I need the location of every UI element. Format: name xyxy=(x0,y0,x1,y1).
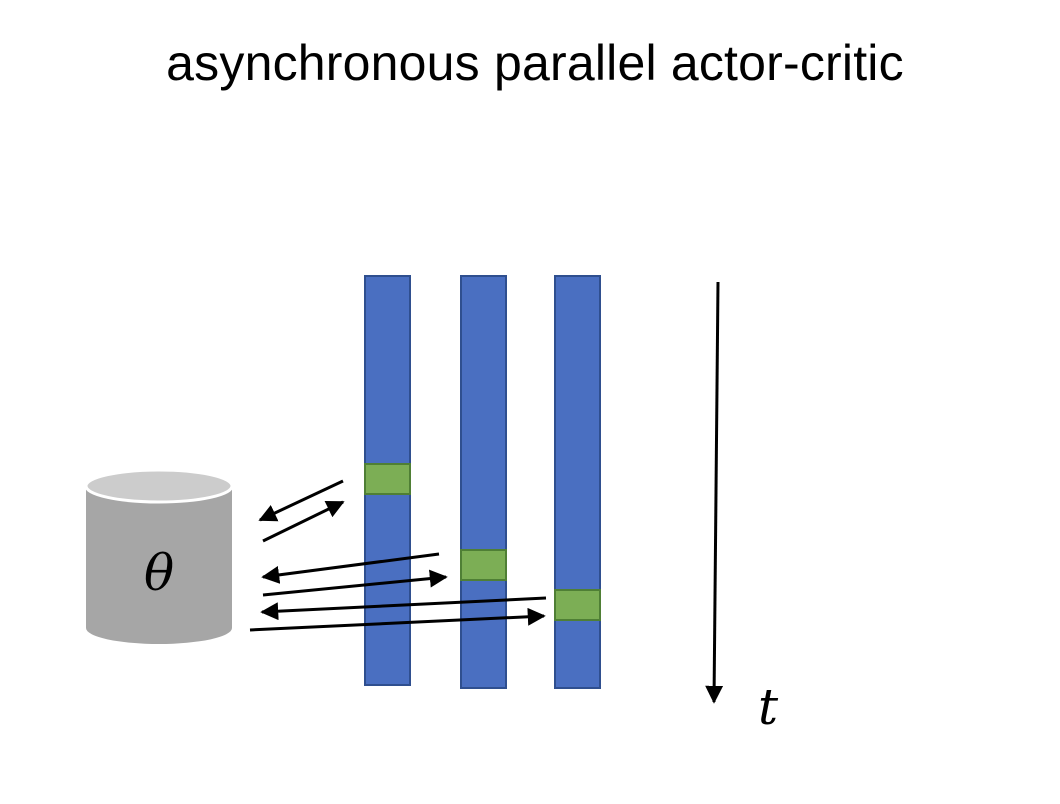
gradient-update-block xyxy=(460,549,507,581)
arrow-worker3-to-params xyxy=(260,596,547,621)
gradient-update-block xyxy=(554,589,601,621)
arrow-worker2-to-params xyxy=(261,552,440,584)
time-arrow xyxy=(705,281,724,704)
worker-timeline-2 xyxy=(460,275,507,689)
cylinder-body xyxy=(86,486,232,644)
theta-symbol: θ xyxy=(144,544,174,602)
worker-timeline-3 xyxy=(554,275,601,689)
cylinder-top xyxy=(84,468,234,504)
slide-title: asynchronous parallel actor-critic xyxy=(166,35,904,91)
arrow-params-to-worker2 xyxy=(262,569,448,597)
time-label: t xyxy=(758,678,779,736)
arrow-params-to-worker3 xyxy=(249,607,546,632)
arrow-worker1-to-params xyxy=(258,479,344,522)
gradient-update-block xyxy=(364,463,411,495)
time-axis: t xyxy=(705,281,779,736)
parameter-store-cylinder: θ xyxy=(84,468,234,644)
worker-timeline-1 xyxy=(364,275,411,686)
worker-bar xyxy=(554,275,601,689)
worker-bar xyxy=(460,275,507,689)
arrow-params-to-worker1 xyxy=(262,500,345,543)
